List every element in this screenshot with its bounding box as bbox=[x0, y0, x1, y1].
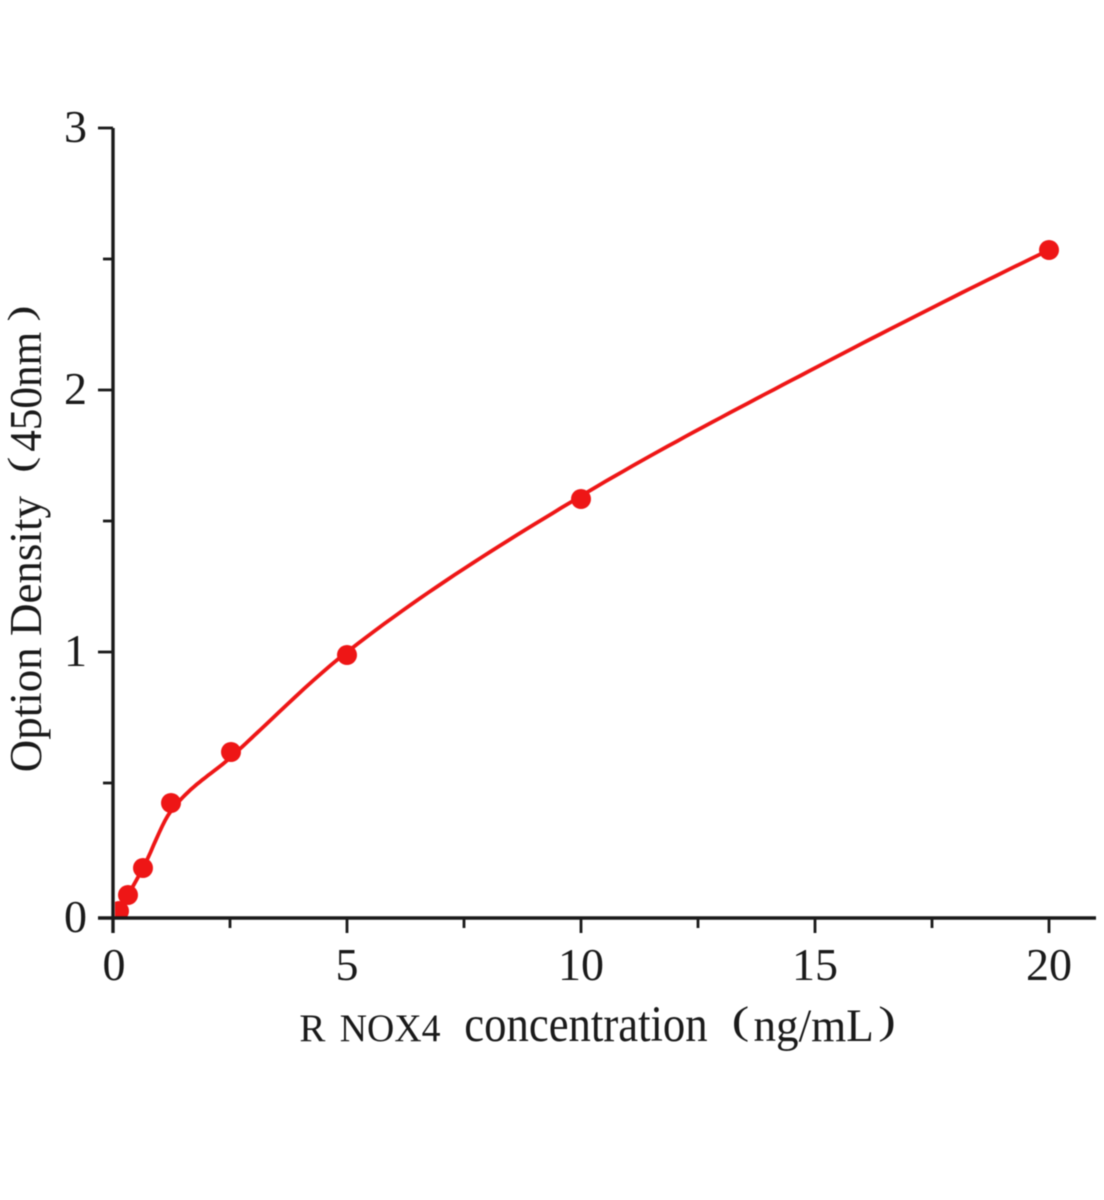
svg-text:2: 2 bbox=[64, 363, 87, 414]
svg-text:1: 1 bbox=[64, 625, 87, 676]
svg-text:Option Density: Option Density bbox=[1, 496, 51, 773]
svg-text:): ) bbox=[878, 999, 895, 1042]
svg-text:15: 15 bbox=[792, 939, 838, 990]
svg-text:0: 0 bbox=[64, 891, 87, 942]
svg-text:10: 10 bbox=[558, 939, 604, 990]
svg-text:): ) bbox=[1, 305, 41, 321]
svg-text:NOX4: NOX4 bbox=[340, 1007, 441, 1050]
svg-text:concentration: concentration bbox=[464, 996, 707, 1052]
svg-text:(: ( bbox=[1, 457, 41, 473]
svg-text:20: 20 bbox=[1026, 939, 1072, 990]
svg-text:450nm: 450nm bbox=[1, 332, 51, 452]
svg-text:ng/mL: ng/mL bbox=[754, 999, 874, 1051]
svg-text:3: 3 bbox=[64, 101, 87, 152]
svg-text:0: 0 bbox=[103, 939, 126, 990]
svg-text:R: R bbox=[299, 1007, 325, 1050]
svg-text:5: 5 bbox=[336, 939, 359, 990]
svg-text:(: ( bbox=[732, 999, 749, 1042]
